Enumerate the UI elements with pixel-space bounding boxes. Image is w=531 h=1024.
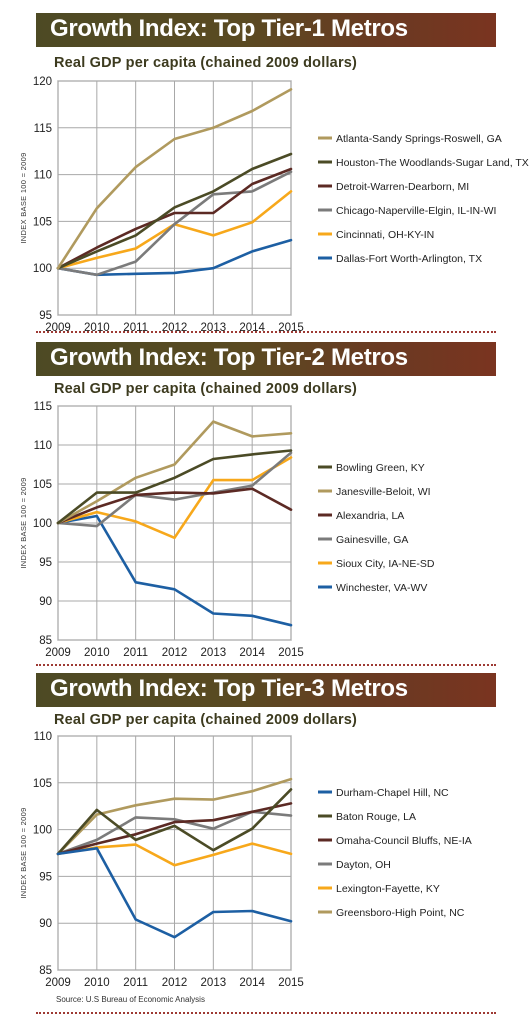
y-tick-label: 90 <box>39 918 52 930</box>
chart-title-bar: Growth Index: Top Tier-3 Metros <box>36 673 496 707</box>
y-tick-label: 100 <box>33 263 52 275</box>
legend-label: Chicago-Naperville-Elgin, IL-IN-WI <box>336 205 496 217</box>
y-tick-label: 90 <box>39 596 52 608</box>
line-chart-tier-2: 85 90 95 100 105 110 115 2009 2010 2011 2012 2013 20… <box>19 401 435 659</box>
series-line <box>56 451 293 528</box>
y-tick-label: 95 <box>39 871 52 883</box>
series-line <box>56 152 293 270</box>
legend-label: Cincinnati, OH-KY-IN <box>336 229 434 241</box>
x-tick-label: 2012 <box>162 977 188 989</box>
y-tick-label: 95 <box>39 557 52 569</box>
chart-subtitle: Real GDP per capita (chained 2009 dollar… <box>54 712 358 728</box>
series-line <box>56 449 293 525</box>
legend-label: Detroit-Warren-Dearborn, MI <box>336 181 469 193</box>
legend-label: Janesville-Beloit, WI <box>336 486 431 498</box>
x-tick-label: 2014 <box>239 647 265 659</box>
y-axis-label: INDEX BASE 100 = 2009 <box>19 152 28 243</box>
x-tick-label: 2015 <box>278 977 304 989</box>
x-tick-label: 2014 <box>239 977 265 989</box>
chart-title-bar: Growth Index: Top Tier-1 Metros <box>36 13 496 47</box>
series-line <box>56 88 293 270</box>
x-tick-label: 2012 <box>162 647 188 659</box>
legend-label: Greensboro-High Point, NC <box>336 907 465 919</box>
series-line <box>56 487 293 525</box>
y-tick-label: 115 <box>34 401 52 413</box>
x-tick-label: 2015 <box>278 647 304 659</box>
series-line <box>56 167 293 270</box>
series-line <box>56 802 293 856</box>
y-tick-label: 115 <box>34 123 52 135</box>
y-tick-label: 85 <box>39 635 52 647</box>
y-tick-label: 85 <box>39 965 52 977</box>
legend-label: Sioux City, IA-NE-SD <box>336 558 435 570</box>
y-tick-label: 105 <box>33 778 52 790</box>
x-tick-label: 2009 <box>45 647 71 659</box>
series-line <box>56 788 293 856</box>
legend-label: Lexington-Fayette, KY <box>336 883 440 895</box>
y-tick-label: 100 <box>33 825 52 837</box>
chart-panel-tier-2: Growth Index: Top Tier-2 Metros Real GDP… <box>19 342 496 659</box>
section-divider <box>36 331 496 333</box>
legend-label: Dayton, OH <box>336 859 391 871</box>
legend-label: Atlanta-Sandy Springs-Roswell, GA <box>336 133 502 145</box>
x-tick-label: 2009 <box>45 977 71 989</box>
chart-title: Growth Index: Top Tier-1 Metros <box>50 15 408 42</box>
legend-label: Houston-The Woodlands-Sugar Land, TX <box>336 157 529 169</box>
y-tick-label: 110 <box>34 170 52 182</box>
x-tick-label: 2011 <box>123 977 148 989</box>
chart-subtitle: Real GDP per capita (chained 2009 dollar… <box>54 381 358 397</box>
series-line <box>56 456 293 540</box>
chart-subtitle: Real GDP per capita (chained 2009 dollar… <box>54 55 358 71</box>
y-tick-label: 105 <box>33 479 52 491</box>
legend-label: Baton Rouge, LA <box>336 811 416 823</box>
y-tick-label: 100 <box>33 518 52 530</box>
legend-label: Winchester, VA-WV <box>336 582 427 594</box>
line-chart-tier-3: 85 90 95 100 105 110 2009 2010 2011 2012 2013 2014 2… <box>19 731 472 989</box>
y-tick-label: 120 <box>33 76 52 88</box>
y-axis-label: INDEX BASE 100 = 2009 <box>19 807 28 898</box>
y-axis-label: INDEX BASE 100 = 2009 <box>19 477 28 568</box>
x-tick-label: 2013 <box>201 647 227 659</box>
series-line <box>56 777 293 856</box>
legend-label: Omaha-Council Bluffs, NE-IA <box>336 835 472 847</box>
chart-title: Growth Index: Top Tier-3 Metros <box>50 675 408 702</box>
series-line <box>56 170 293 277</box>
chart-panel-tier-1: Growth Index: Top Tier-1 Metros Real GDP… <box>0 0 531 340</box>
legend-label: Gainesville, GA <box>336 534 408 546</box>
section-divider <box>36 664 496 666</box>
x-tick-label: 2011 <box>123 647 148 659</box>
series-line <box>56 514 293 627</box>
chart-title-bar: Growth Index: Top Tier-2 Metros <box>36 342 496 376</box>
source-note: Source: U.S Bureau of Economic Analysis <box>56 995 205 1004</box>
y-tick-label: 105 <box>33 216 52 228</box>
legend-label: Alexandria, LA <box>336 510 404 522</box>
series-line <box>56 420 293 525</box>
y-tick-label: 110 <box>34 440 52 452</box>
chart-panel-tier-3: Growth Index: Top Tier-3 Metros Real GDP… <box>19 673 496 989</box>
chart-title: Growth Index: Top Tier-2 Metros <box>50 344 408 371</box>
x-tick-label: 2010 <box>84 647 110 659</box>
legend-label: Durham-Chapel Hill, NC <box>336 787 449 799</box>
x-tick-label: 2010 <box>84 977 110 989</box>
y-tick-label: 95 <box>39 310 52 322</box>
x-tick-label: 2013 <box>201 977 227 989</box>
y-tick-label: 110 <box>34 731 52 743</box>
section-divider <box>36 1012 496 1014</box>
legend-label: Dallas-Fort Worth-Arlington, TX <box>336 253 482 265</box>
legend-label: Bowling Green, KY <box>336 462 425 474</box>
series-line <box>56 847 293 939</box>
